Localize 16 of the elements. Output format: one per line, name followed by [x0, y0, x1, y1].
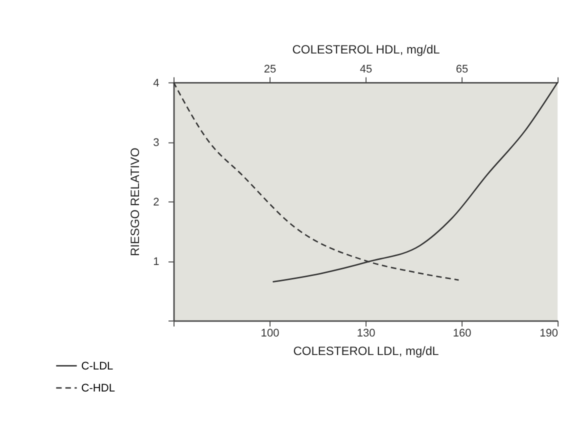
x-axis-title: COLESTEROL LDL, mg/dL — [293, 344, 440, 358]
legend-label: C-LDL — [81, 360, 114, 372]
x2-tick-label: 25 — [264, 64, 276, 76]
y-tick-label: 4 — [153, 78, 160, 90]
x2-axis-title: COLESTEROL HDL, mg/dL — [292, 42, 440, 56]
legend-label: C-HDL — [81, 382, 116, 395]
x-tick-label: 100 — [260, 328, 280, 340]
y-tick-label: 3 — [153, 137, 160, 150]
x2-tick-label: 65 — [456, 64, 468, 76]
y-tick-label: 1 — [153, 256, 160, 268]
x-tick-label: 130 — [356, 328, 376, 340]
x2-tick-label: 45 — [360, 64, 372, 76]
x-tick-label: 160 — [452, 328, 472, 340]
y-tick-label: 2 — [153, 196, 160, 209]
y-axis-title: RIESGO RELATIVO — [128, 148, 142, 256]
x-tick-label: 190 — [540, 328, 558, 340]
